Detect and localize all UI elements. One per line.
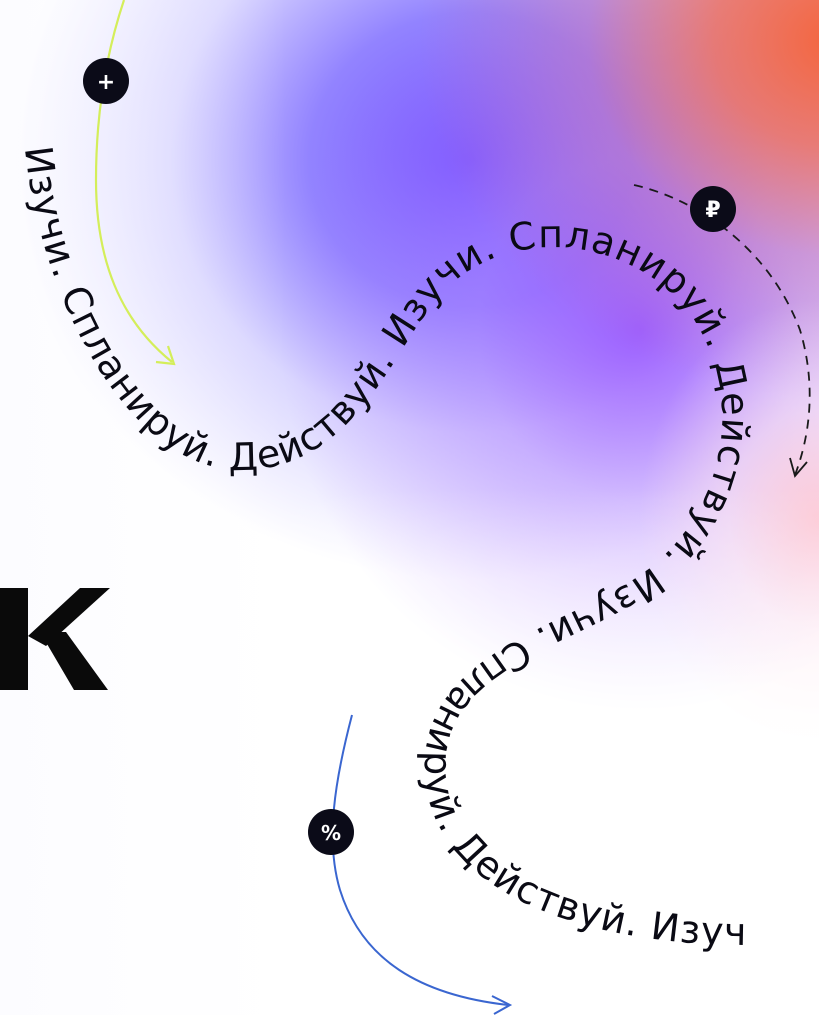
plus-icon: + (97, 70, 115, 95)
percent-icon: % (321, 821, 341, 845)
ruble-badge: ₽ (690, 186, 736, 232)
brand-k-logo: K (0, 588, 110, 690)
plus-badge: + (83, 58, 129, 104)
percent-badge: % (308, 809, 354, 855)
ruble-icon: ₽ (705, 198, 720, 223)
flow-text: Изучи. Спланируй. Действуй. Изучи. Сплан… (0, 0, 757, 954)
flow-text-path: Изучи. Спланируй. Действуй. Изучи. Сплан… (0, 0, 757, 954)
blue-arrow (331, 714, 513, 1015)
dashed-arrow (633, 184, 811, 478)
green-arrow (94, 0, 176, 366)
